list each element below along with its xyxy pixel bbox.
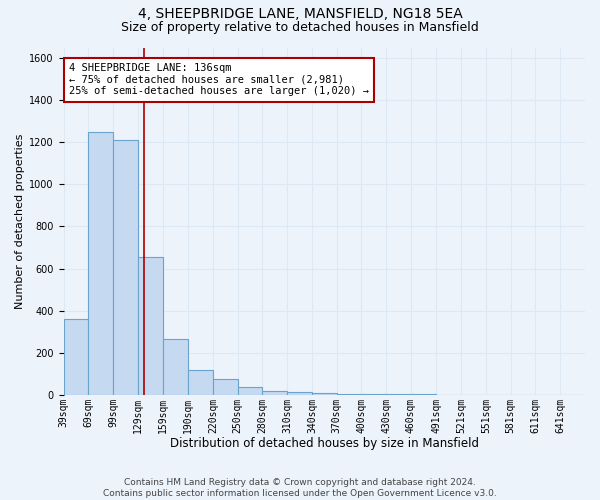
Bar bbox=[113, 140, 138, 395]
Bar bbox=[337, 394, 361, 395]
Y-axis label: Number of detached properties: Number of detached properties bbox=[15, 134, 25, 309]
Bar bbox=[64, 319, 88, 395]
Bar bbox=[361, 394, 386, 395]
Bar bbox=[213, 379, 238, 395]
Text: 4, SHEEPBRIDGE LANE, MANSFIELD, NG18 5EA: 4, SHEEPBRIDGE LANE, MANSFIELD, NG18 5EA bbox=[137, 8, 463, 22]
Text: 4 SHEEPBRIDGE LANE: 136sqm
← 75% of detached houses are smaller (2,981)
25% of s: 4 SHEEPBRIDGE LANE: 136sqm ← 75% of deta… bbox=[69, 63, 369, 96]
Bar bbox=[138, 257, 163, 395]
Bar bbox=[163, 339, 188, 395]
Bar bbox=[238, 388, 262, 395]
Text: Contains HM Land Registry data © Crown copyright and database right 2024.
Contai: Contains HM Land Registry data © Crown c… bbox=[103, 478, 497, 498]
Bar bbox=[188, 370, 213, 395]
X-axis label: Distribution of detached houses by size in Mansfield: Distribution of detached houses by size … bbox=[170, 437, 479, 450]
Bar bbox=[262, 390, 287, 395]
Text: Size of property relative to detached houses in Mansfield: Size of property relative to detached ho… bbox=[121, 21, 479, 34]
Bar bbox=[287, 392, 312, 395]
Bar bbox=[88, 132, 113, 395]
Bar bbox=[312, 392, 337, 395]
